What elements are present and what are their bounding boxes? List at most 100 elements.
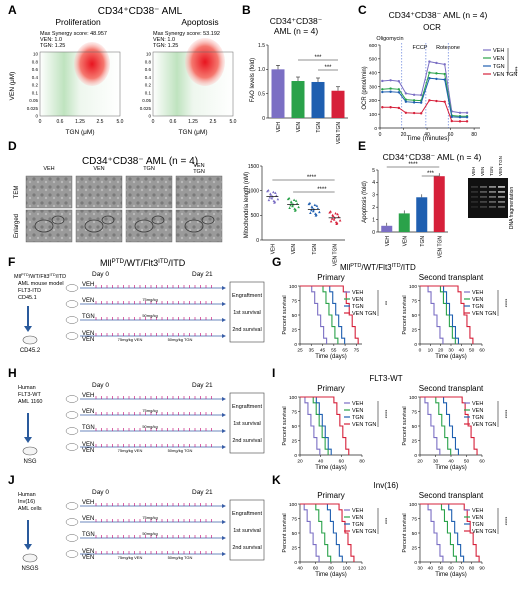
km-survival-curve [420, 503, 465, 562]
heatmap-ytick: 0.1 [145, 90, 152, 95]
tem-enlarged-image [175, 209, 223, 243]
panel-c-point [435, 77, 438, 81]
panel-c-xtick-label: 0 [379, 132, 382, 138]
panel-d-point [288, 206, 291, 210]
gel-band [498, 196, 505, 198]
panel-d-point [275, 194, 278, 197]
panel-c-legend-label: VEN [493, 56, 504, 62]
km-ytick-label: 100 [289, 284, 297, 290]
tem-image [25, 175, 73, 209]
panel-d-point [290, 201, 293, 204]
mouse-icon [22, 335, 38, 345]
panel-b-sig-label: *** [314, 55, 322, 61]
panel-e-category-label: VEH [385, 236, 391, 247]
km-survival-curve [420, 396, 478, 455]
panel-c-xtick-label: 20 [401, 132, 407, 138]
schematic-source-label: Inv(16) [18, 499, 35, 505]
dna-gel-bands: VEH VEN TGN VEN TGN [471, 156, 505, 208]
panel-e-ytick-label: 4 [372, 180, 375, 186]
km-legend-label: TGN [352, 415, 364, 421]
heatmap-right-tgn: TGN: 1.25 [153, 43, 178, 49]
panel-d-point [270, 196, 274, 200]
panel-c-point [381, 88, 384, 91]
treatment-row-label: VEN [82, 516, 94, 522]
km-plot-title: Primary [317, 491, 345, 500]
panel-b-ytick-label: 1.0 [258, 67, 265, 73]
km-sig-label: **** [501, 517, 507, 526]
panel-d-point [316, 207, 320, 210]
km-xtick-label: 30 [448, 348, 454, 354]
panel-c-series-line [382, 61, 468, 114]
text-span: /WT/Flt3 [29, 274, 50, 280]
mitochondrion-outline [34, 219, 54, 233]
treatment-row-label: VEN [82, 331, 94, 337]
heatmap-xtick: 5.0 [117, 119, 124, 125]
dose-label: 50mg/kg TGN [168, 555, 193, 560]
panel-c-ylabel: OCR (pmol/min) [362, 66, 368, 109]
km-panel-title: MllPTD/WT/Flt3ITD/ITD [340, 263, 416, 272]
km-xtick-label: 90 [479, 566, 485, 572]
heatmap-left-yticks: 10 0.8 0.6 0.4 0.2 0.1 0.05 0.025 0 [27, 52, 39, 119]
km-survival-curve [300, 503, 355, 562]
km-xtick-label: 50 [464, 459, 470, 465]
panel-c-point [419, 93, 423, 97]
timeline-arrowhead [222, 536, 226, 540]
panel-d-point [276, 197, 280, 201]
mitochondrion-outline [51, 215, 65, 225]
km-ytick-label: 50 [412, 424, 418, 430]
dna-gel-image [468, 178, 508, 218]
km-ytick-label: 75 [292, 516, 298, 522]
panel-c-point [443, 78, 446, 81]
panel-letter: I [272, 366, 275, 380]
panel-d-point [309, 211, 312, 214]
heatmap-xtick: 0.6 [57, 119, 64, 125]
panel-i: I FLT3-WT Primary Percent survival Time (day… [272, 366, 507, 471]
timeline-arrowhead [222, 286, 226, 290]
row-mouse-icon [65, 411, 79, 419]
km-sig-label: ** [381, 301, 387, 306]
km-ytick-label: 100 [409, 284, 417, 290]
panel-c-point [404, 100, 408, 103]
tem-enlarged-image [25, 209, 73, 243]
row-mouse-icon [65, 316, 79, 324]
panel-b-bar [331, 90, 345, 118]
gel-band [489, 201, 496, 203]
km-survival-curve [300, 285, 346, 344]
dose-label: 50mg/kg [142, 424, 157, 429]
panel-c-point [389, 79, 392, 82]
timeline-arrowhead [222, 318, 226, 322]
row-mouse-icon [65, 427, 79, 435]
dose-label: 75mg/kg VEN [118, 555, 143, 560]
km-ytick-label: 75 [292, 409, 298, 415]
gel-band [480, 191, 487, 193]
panel-c-point [465, 120, 469, 123]
treatment-row-label: VEN [82, 409, 94, 415]
km-ytick-label: 25 [412, 438, 418, 444]
heatmap-left-synergy: Max Synergy score: 48.957 [40, 31, 107, 37]
km-ytick-label: 25 [292, 545, 298, 551]
treatment-row-label: VEN [82, 337, 94, 343]
km-sig-label: **** [501, 410, 507, 419]
mouse-icon [22, 446, 38, 456]
panel-e: E CD34⁺CD38⁻ AML (n = 4) Apoptosis (fold… [358, 139, 515, 258]
schematic-day21: Day 21 [192, 382, 213, 389]
gel-band [471, 206, 478, 208]
km-legend-label: VEN TGN [472, 422, 496, 428]
treatment-row-label: VEH [82, 500, 94, 506]
treatment-row-label: VEN [82, 298, 94, 304]
panel-letter-e: E [358, 139, 366, 153]
panel-d-point [334, 220, 338, 224]
panel-e-bar [433, 176, 445, 232]
panel-b-ytick-label: 0 [262, 116, 265, 122]
schematic-source-label: Human [18, 385, 36, 391]
row-mouse-icon [65, 502, 79, 510]
heatmap-right-ven: VEN: 1.0 [153, 37, 175, 43]
km-xtick-label: 60 [479, 348, 485, 354]
km-survival-curve [300, 503, 343, 562]
panel-c-point [428, 77, 431, 80]
dose-label: 75mg/kg [142, 515, 157, 520]
panel-c-xtick-label: 40 [424, 132, 430, 138]
mitochondrion-outline [134, 219, 154, 233]
